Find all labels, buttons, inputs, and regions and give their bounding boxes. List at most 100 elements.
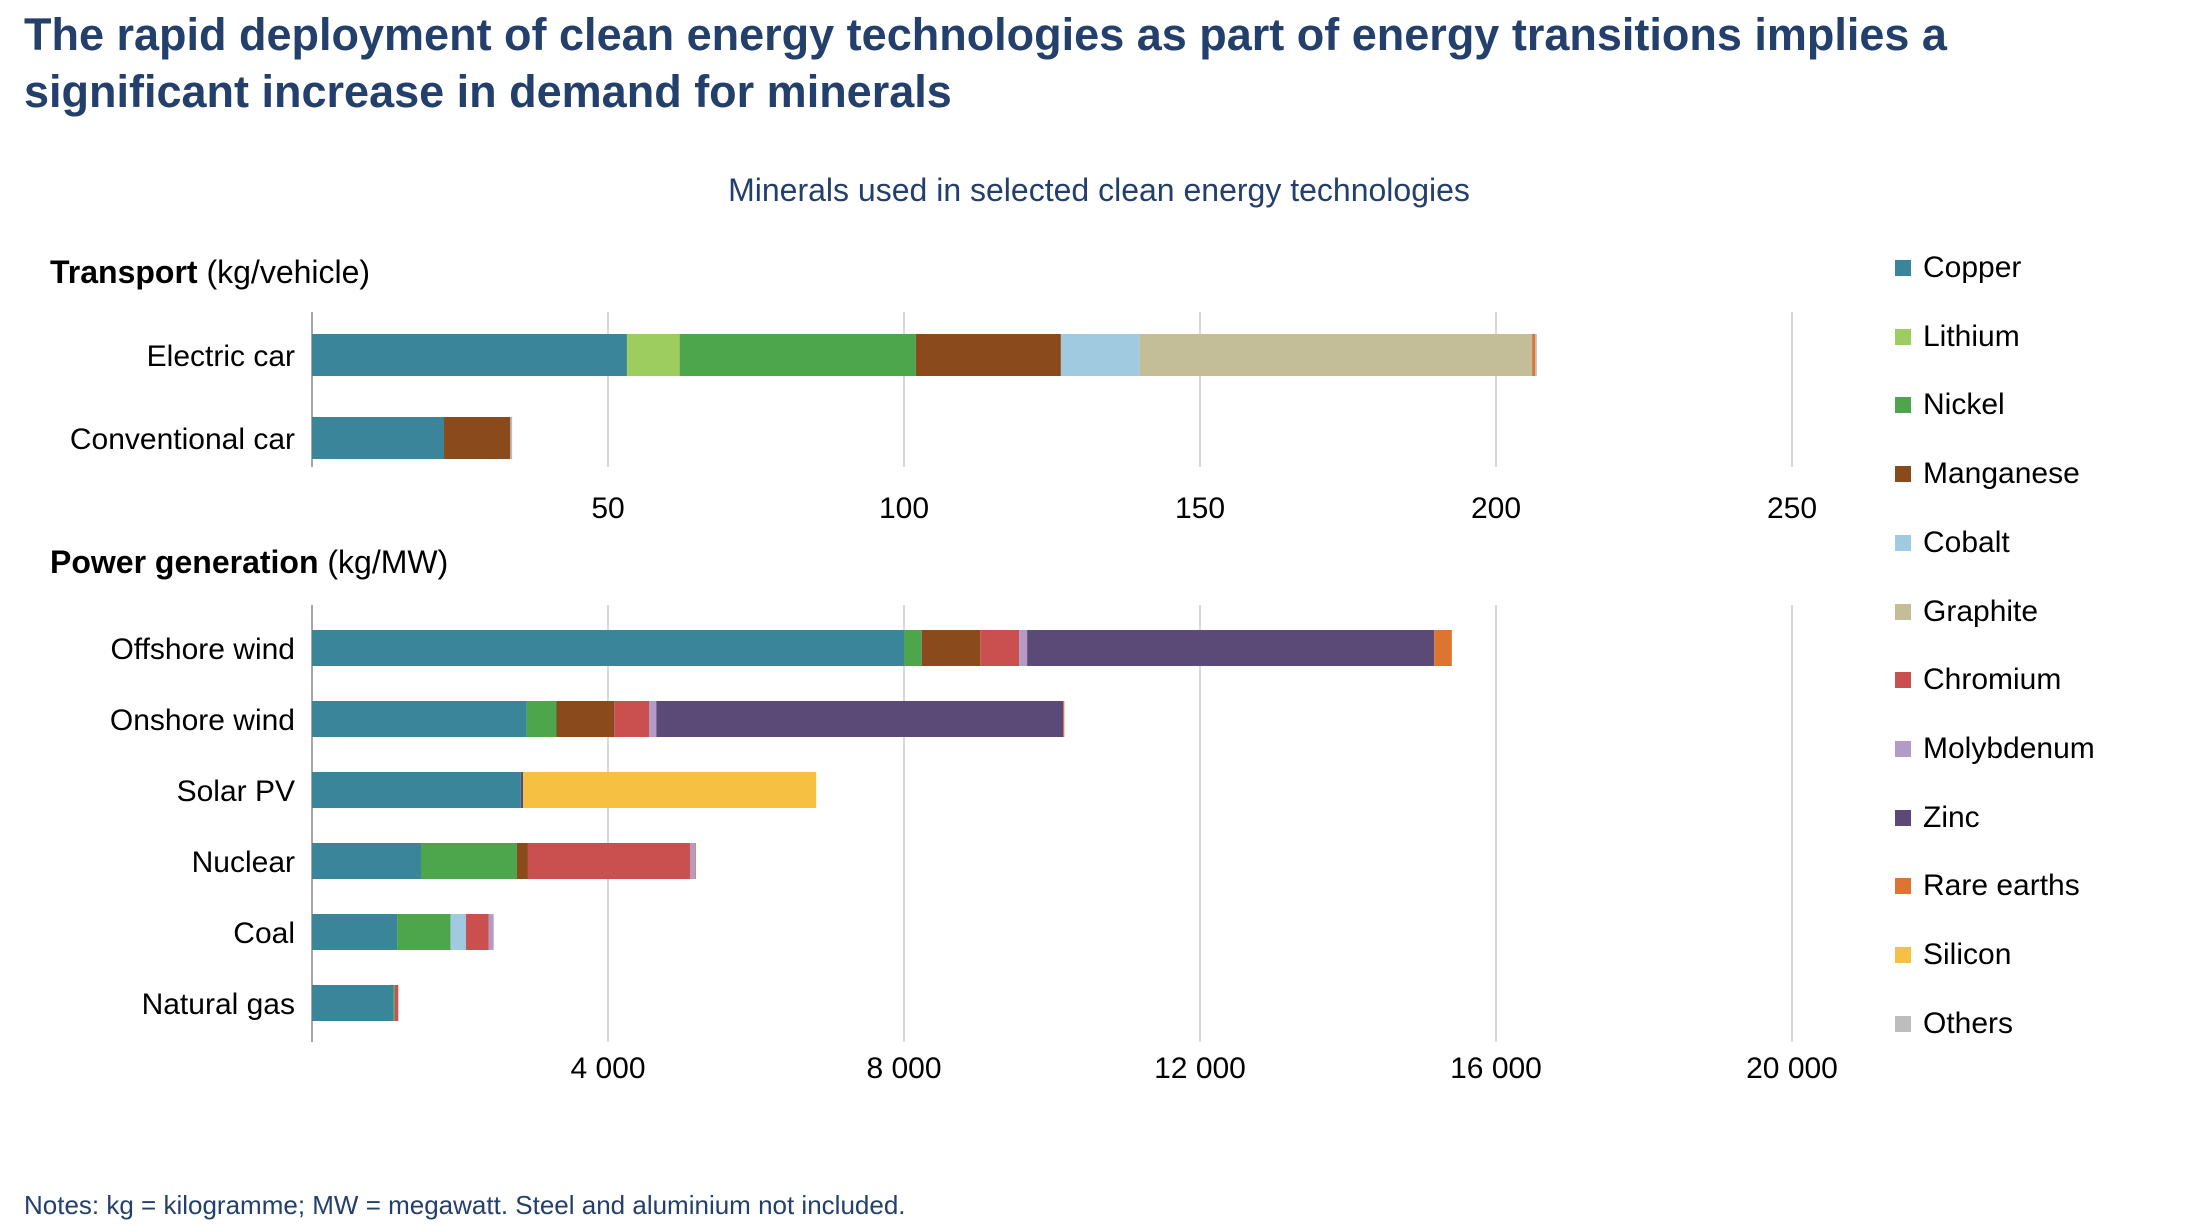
x-tick-label: 16 000 (1450, 1052, 1542, 1085)
bar-segment-offshore-wind-nickel (904, 630, 922, 666)
bar-segment-solar-pv-copper (312, 772, 521, 808)
category-label: Nuclear (192, 846, 295, 879)
bar-segment-electric-car-graphite (1139, 334, 1533, 376)
legend-label: Zinc (1923, 800, 1980, 834)
x-tick-label: 20 000 (1746, 1052, 1838, 1085)
bar-segment-natural-gas-nickel (393, 985, 395, 1021)
legend-swatch (1895, 534, 1911, 551)
x-tick-label: 4 000 (570, 1052, 645, 1085)
bar-segment-conventional-car-others (510, 417, 513, 459)
legend-item-manganese: Manganese (1895, 454, 2080, 494)
bar-segment-solar-pv-silicon (523, 772, 817, 808)
bar-segment-electric-car-nickel (679, 334, 916, 376)
bar-segment-offshore-wind-manganese (921, 630, 981, 666)
legend-label: Silicon (1923, 938, 2012, 971)
legend-swatch (1895, 809, 1911, 826)
category-label: Coal (233, 917, 295, 950)
bar-segment-conventional-car-manganese (444, 417, 511, 459)
legend-swatch (1895, 397, 1911, 414)
category-label: Electric car (147, 340, 295, 373)
bar-segment-coal-nickel (397, 914, 451, 950)
legend-item-lithium: Lithium (1895, 317, 2020, 357)
legend-item-copper: Copper (1895, 248, 2021, 288)
legend-item-molybdenum: Molybdenum (1895, 729, 2095, 769)
x-tick-label: 200 (1471, 492, 1521, 525)
bar-segment-nuclear-nickel (421, 843, 517, 879)
bar-segment-electric-car-cobalt (1060, 334, 1140, 376)
bar-segment-coal-cobalt (450, 914, 466, 950)
panel-title-unit: (kg/vehicle) (198, 254, 371, 290)
legend-swatch (1895, 466, 1911, 483)
bar-segment-offshore-wind-zinc (1027, 630, 1435, 666)
bar-segment-nuclear-rare-earths (695, 843, 696, 879)
bar-segment-offshore-wind-copper (312, 630, 904, 666)
legend-swatch (1895, 878, 1911, 895)
legend-item-zinc: Zinc (1895, 798, 1980, 838)
category-label: Solar PV (177, 775, 295, 808)
panel-title: Transport (kg/vehicle) (50, 254, 370, 290)
bar-segment-offshore-wind-chromium (980, 630, 1020, 666)
bar-segment-coal-copper (312, 914, 398, 950)
legend-item-cobalt: Cobalt (1895, 523, 2010, 563)
legend-label: Others (1923, 1006, 2014, 1040)
x-tick-label: 250 (1767, 492, 1817, 525)
bar-segment-coal-chromium (465, 914, 489, 950)
bar-segment-natural-gas-chromium (394, 985, 399, 1021)
bar-segment-nuclear-manganese (516, 843, 528, 879)
page-title: The rapid deployment of clean energy tec… (24, 9, 1947, 117)
legend-swatch (1895, 672, 1911, 689)
bar-segment-onshore-wind-zinc (656, 701, 1064, 737)
bar-segment-electric-car-others (1535, 334, 1537, 376)
chart-notes: Notes: kg = kilogramme; MW = megawatt. S… (24, 1190, 906, 1220)
category-label: Onshore wind (110, 704, 295, 737)
panel-title-unit: (kg/MW) (319, 544, 449, 580)
bar-segment-natural-gas-copper (312, 985, 394, 1021)
x-tick-label: 100 (879, 492, 929, 525)
x-tick-label: 8 000 (866, 1052, 941, 1085)
x-tick-label: 150 (1175, 492, 1225, 525)
legend-label: Rare earths (1923, 869, 2080, 903)
legend-item-graphite: Graphite (1895, 592, 2038, 632)
panel-title: Power generation (kg/MW) (50, 544, 448, 580)
legend-swatch (1895, 947, 1911, 963)
bar-segment-electric-car-rare-earths (1532, 334, 1536, 376)
legend-label: Molybdenum (1923, 731, 2095, 765)
bar-segment-onshore-wind-manganese (556, 701, 615, 737)
bar-segment-nuclear-copper (312, 843, 422, 879)
category-label: Natural gas (142, 988, 295, 1021)
bar-segment-onshore-wind-molybdenum (648, 701, 657, 737)
bar-segment-offshore-wind-molybdenum (1019, 630, 1028, 666)
bar-segment-nuclear-chromium (527, 843, 690, 879)
panel-power-generation: Power generation (kg/MW) 4 000 8 000 12 000… (50, 544, 1838, 1085)
legend-swatch (1895, 603, 1911, 620)
bar-segment-solar-pv-zinc (520, 772, 524, 808)
legend-label: Chromium (1923, 663, 2062, 697)
legend-swatch (1895, 260, 1911, 276)
legend-item-rare-earths: Rare earths (1895, 866, 2080, 906)
panel-transport: Transport (kg/vehicle) 50 100 150 200 250 Elec… (50, 254, 1817, 525)
bar-segment-electric-car-manganese (915, 334, 1061, 376)
bar-segment-coal-molybdenum (488, 914, 494, 950)
legend-label: Lithium (1923, 319, 2020, 353)
category-label: Conventional car (70, 423, 295, 456)
legend-item-silicon: Silicon (1895, 935, 2011, 975)
legend-swatch (1895, 328, 1911, 345)
bar-segment-electric-car-copper (312, 334, 627, 376)
bar-segment-onshore-wind-nickel (526, 701, 557, 737)
legend-label: Cobalt (1923, 525, 2010, 559)
bar-segment-offshore-wind-rare-earths (1434, 630, 1452, 666)
legend-item-nickel: Nickel (1895, 385, 2005, 425)
chart-subtitle: Minerals used in selected clean energy t… (728, 172, 1470, 208)
category-label: Offshore wind (110, 633, 295, 666)
legend-label: Manganese (1923, 457, 2080, 491)
legend-item-others: Others (1895, 1004, 2013, 1044)
bar-segment-onshore-wind-chromium (614, 701, 649, 737)
legend-label: Nickel (1923, 388, 2005, 422)
x-tick-label: 50 (591, 492, 624, 525)
bar-segment-electric-car-lithium (626, 334, 680, 376)
legend-swatch (1895, 740, 1911, 757)
bar-segment-conventional-car-copper (312, 417, 445, 459)
legend-item-chromium: Chromium (1895, 660, 2061, 700)
legend-label: Copper (1923, 251, 2022, 284)
